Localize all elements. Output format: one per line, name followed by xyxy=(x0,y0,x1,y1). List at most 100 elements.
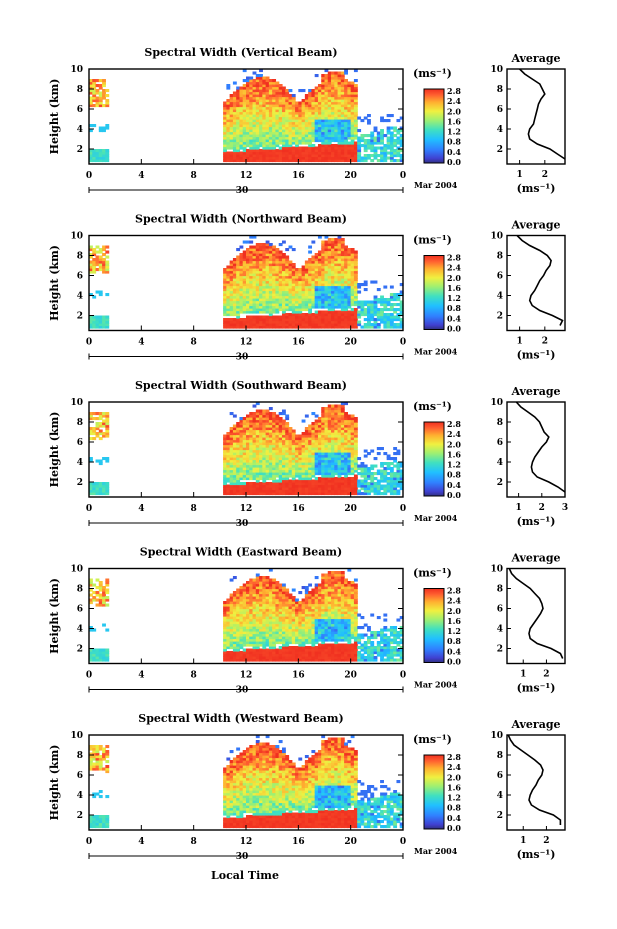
heatmap-cell xyxy=(288,94,293,98)
heatmap-cell xyxy=(317,255,322,259)
heatmap-cell xyxy=(337,452,342,456)
heatmap-cell xyxy=(232,442,237,446)
heatmap-cell xyxy=(268,159,273,163)
heatmap-cell xyxy=(278,437,283,441)
heatmap-cell xyxy=(236,136,241,140)
heatmap-cell xyxy=(229,265,234,269)
colorbar xyxy=(423,255,445,330)
heatmap-cell xyxy=(239,141,244,145)
heatmap-cell xyxy=(102,89,106,93)
heatmap-cell xyxy=(301,323,306,327)
average-x-unit: (ms⁻¹) xyxy=(517,515,556,528)
heatmap-cell xyxy=(236,101,241,105)
heatmap-cell xyxy=(308,129,313,133)
heatmap-cell xyxy=(285,293,290,297)
heatmap-cell xyxy=(317,437,322,441)
heatmap-cell xyxy=(347,492,352,496)
heatmap-cell xyxy=(331,250,335,254)
heatmap-cell xyxy=(314,295,319,299)
heatmap-cell xyxy=(89,432,93,436)
heatmap-cell xyxy=(223,464,227,468)
heatmap-cell xyxy=(301,104,306,108)
heatmap-cell xyxy=(239,260,244,264)
heatmap-cell xyxy=(317,487,322,491)
heatmap-cell xyxy=(363,313,368,317)
heatmap-cell xyxy=(268,86,273,90)
heatmap-cell xyxy=(311,96,316,100)
heatmap-cell xyxy=(259,248,263,252)
heatmap-cell xyxy=(281,240,286,244)
date-label: 30 xyxy=(236,186,249,196)
heatmap-cell xyxy=(265,442,270,446)
heatmap-cell xyxy=(268,139,273,143)
heatmap-cell xyxy=(304,452,309,456)
heatmap-cell xyxy=(337,454,342,458)
heatmap-cell xyxy=(275,258,280,262)
heatmap-cell xyxy=(242,636,247,640)
heatmap-cell xyxy=(331,482,335,486)
heatmap-cell xyxy=(281,477,286,481)
heatmap-cell xyxy=(324,136,329,140)
heatmap-cell xyxy=(95,91,100,95)
heatmap-cell xyxy=(334,429,339,433)
heatmap-cell xyxy=(344,99,348,103)
heatmap-cell xyxy=(252,427,257,431)
heatmap-cell xyxy=(334,111,339,115)
heatmap-cell xyxy=(242,305,247,309)
heatmap-cell xyxy=(249,459,254,463)
heatmap-cell xyxy=(92,596,97,600)
heatmap-cell xyxy=(331,260,335,264)
heatmap-cell xyxy=(301,268,306,272)
heatmap-cell xyxy=(314,414,319,418)
heatmap-cell xyxy=(102,81,106,85)
heatmap-cell xyxy=(399,139,404,143)
heatmap-cell xyxy=(89,601,93,605)
heatmap-cell xyxy=(311,99,316,103)
heatmap-cell xyxy=(102,596,106,600)
heatmap-cell xyxy=(340,442,345,446)
heatmap-cell xyxy=(246,79,250,83)
heatmap-cell xyxy=(226,432,231,436)
heatmap-cell xyxy=(340,422,345,426)
heatmap-cell xyxy=(324,467,329,471)
heatmap-cell xyxy=(331,86,335,90)
heatmap-cell xyxy=(308,484,313,488)
heatmap-cell xyxy=(327,467,332,471)
heatmap-cell xyxy=(399,136,404,140)
heatmap-cell xyxy=(344,263,348,267)
heatmap-cell xyxy=(324,285,329,289)
heatmap-cell xyxy=(331,81,335,85)
heatmap-cell xyxy=(281,106,286,110)
heatmap-cell xyxy=(89,484,93,488)
heatmap-cell xyxy=(242,278,247,282)
heatmap-cell xyxy=(232,658,237,662)
heatmap-cell xyxy=(311,298,316,302)
heatmap-cell xyxy=(298,464,303,468)
heatmap-cell xyxy=(232,273,237,277)
heatmap-cell xyxy=(314,437,319,441)
x-tick-label: 0 xyxy=(86,338,92,348)
y-tick-label: 4 xyxy=(77,125,83,135)
heatmap-cell xyxy=(259,258,263,262)
heatmap-cell xyxy=(232,300,237,304)
heatmap-cell xyxy=(327,308,332,312)
heatmap-cell xyxy=(334,409,339,413)
heatmap-cell xyxy=(275,96,280,100)
heatmap-cell xyxy=(291,437,296,441)
heatmap-cell xyxy=(308,104,313,108)
heatmap-cell xyxy=(321,283,326,287)
heatmap-cell xyxy=(314,320,319,324)
heatmap-cell xyxy=(223,439,227,443)
heatmap-cell xyxy=(242,432,247,436)
heatmap-cell xyxy=(298,479,303,483)
heatmap-cell xyxy=(304,139,309,143)
heatmap-cell xyxy=(311,144,316,148)
heatmap-cell xyxy=(373,149,378,153)
heatmap-cell xyxy=(278,270,283,274)
heatmap-cell xyxy=(321,295,326,299)
heatmap-cell xyxy=(262,454,267,458)
heatmap-cell xyxy=(347,300,352,304)
heatmap-cell xyxy=(281,253,286,257)
heatmap-cell xyxy=(265,484,270,488)
